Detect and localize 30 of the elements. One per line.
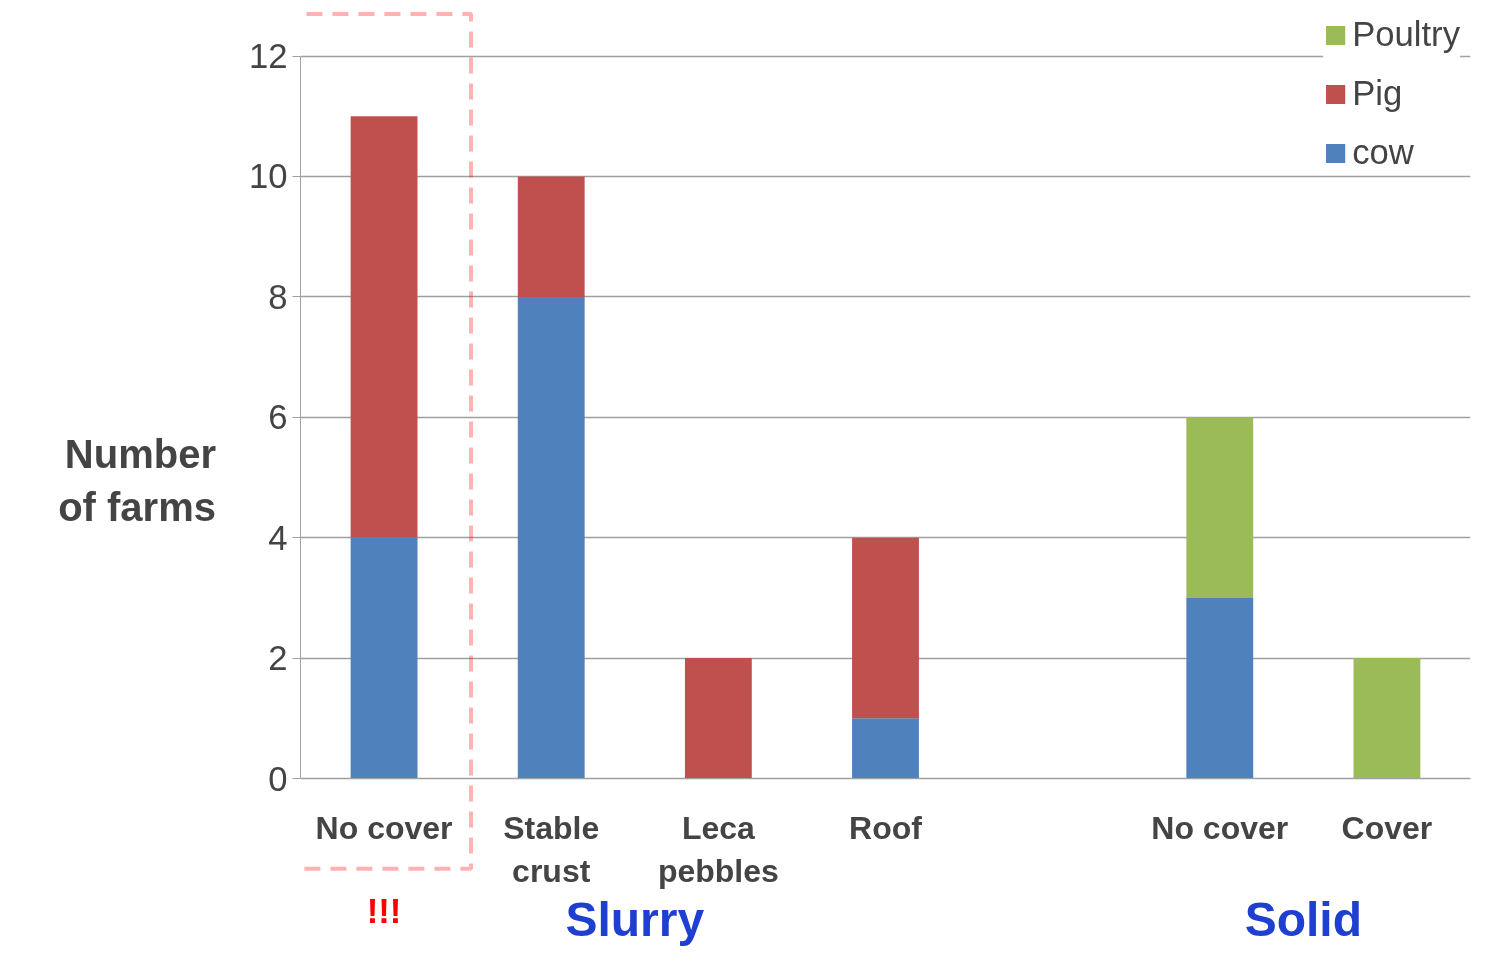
legend-label: Poultry [1352,15,1460,54]
bar [1186,597,1254,779]
y-tick-label: 6 [268,398,288,437]
text: Slurry [565,893,705,947]
text: !!! [366,891,402,930]
y-tick-label: 2 [268,639,288,678]
x-tick-label: Leca pebbles [657,809,779,889]
bar [684,658,752,779]
bar [1186,417,1254,598]
x-tick-label: Cover [1341,809,1433,846]
y-tick-label: 8 [268,277,288,316]
y-tick-label: 4 [268,518,288,557]
bar [517,296,585,779]
y-tick-label: 0 [268,759,288,798]
bar [517,176,585,297]
x-tick-label: Stable crust [503,809,600,889]
legend-label: cow [1352,133,1414,172]
bar [350,537,418,779]
x-tick-label: No cover [315,809,453,846]
y-axis-title: Number of farms [58,432,216,529]
y-tick-label: 12 [248,37,288,76]
bar [1353,658,1421,779]
x-tick-label: Roof [849,809,923,846]
text: Solid [1244,893,1363,947]
bar [852,718,919,779]
legend-label: Pig [1352,74,1403,113]
bar [852,537,919,719]
bar [350,116,418,538]
y-tick-label: 10 [248,157,288,196]
x-tick-label: No cover [1151,809,1289,846]
